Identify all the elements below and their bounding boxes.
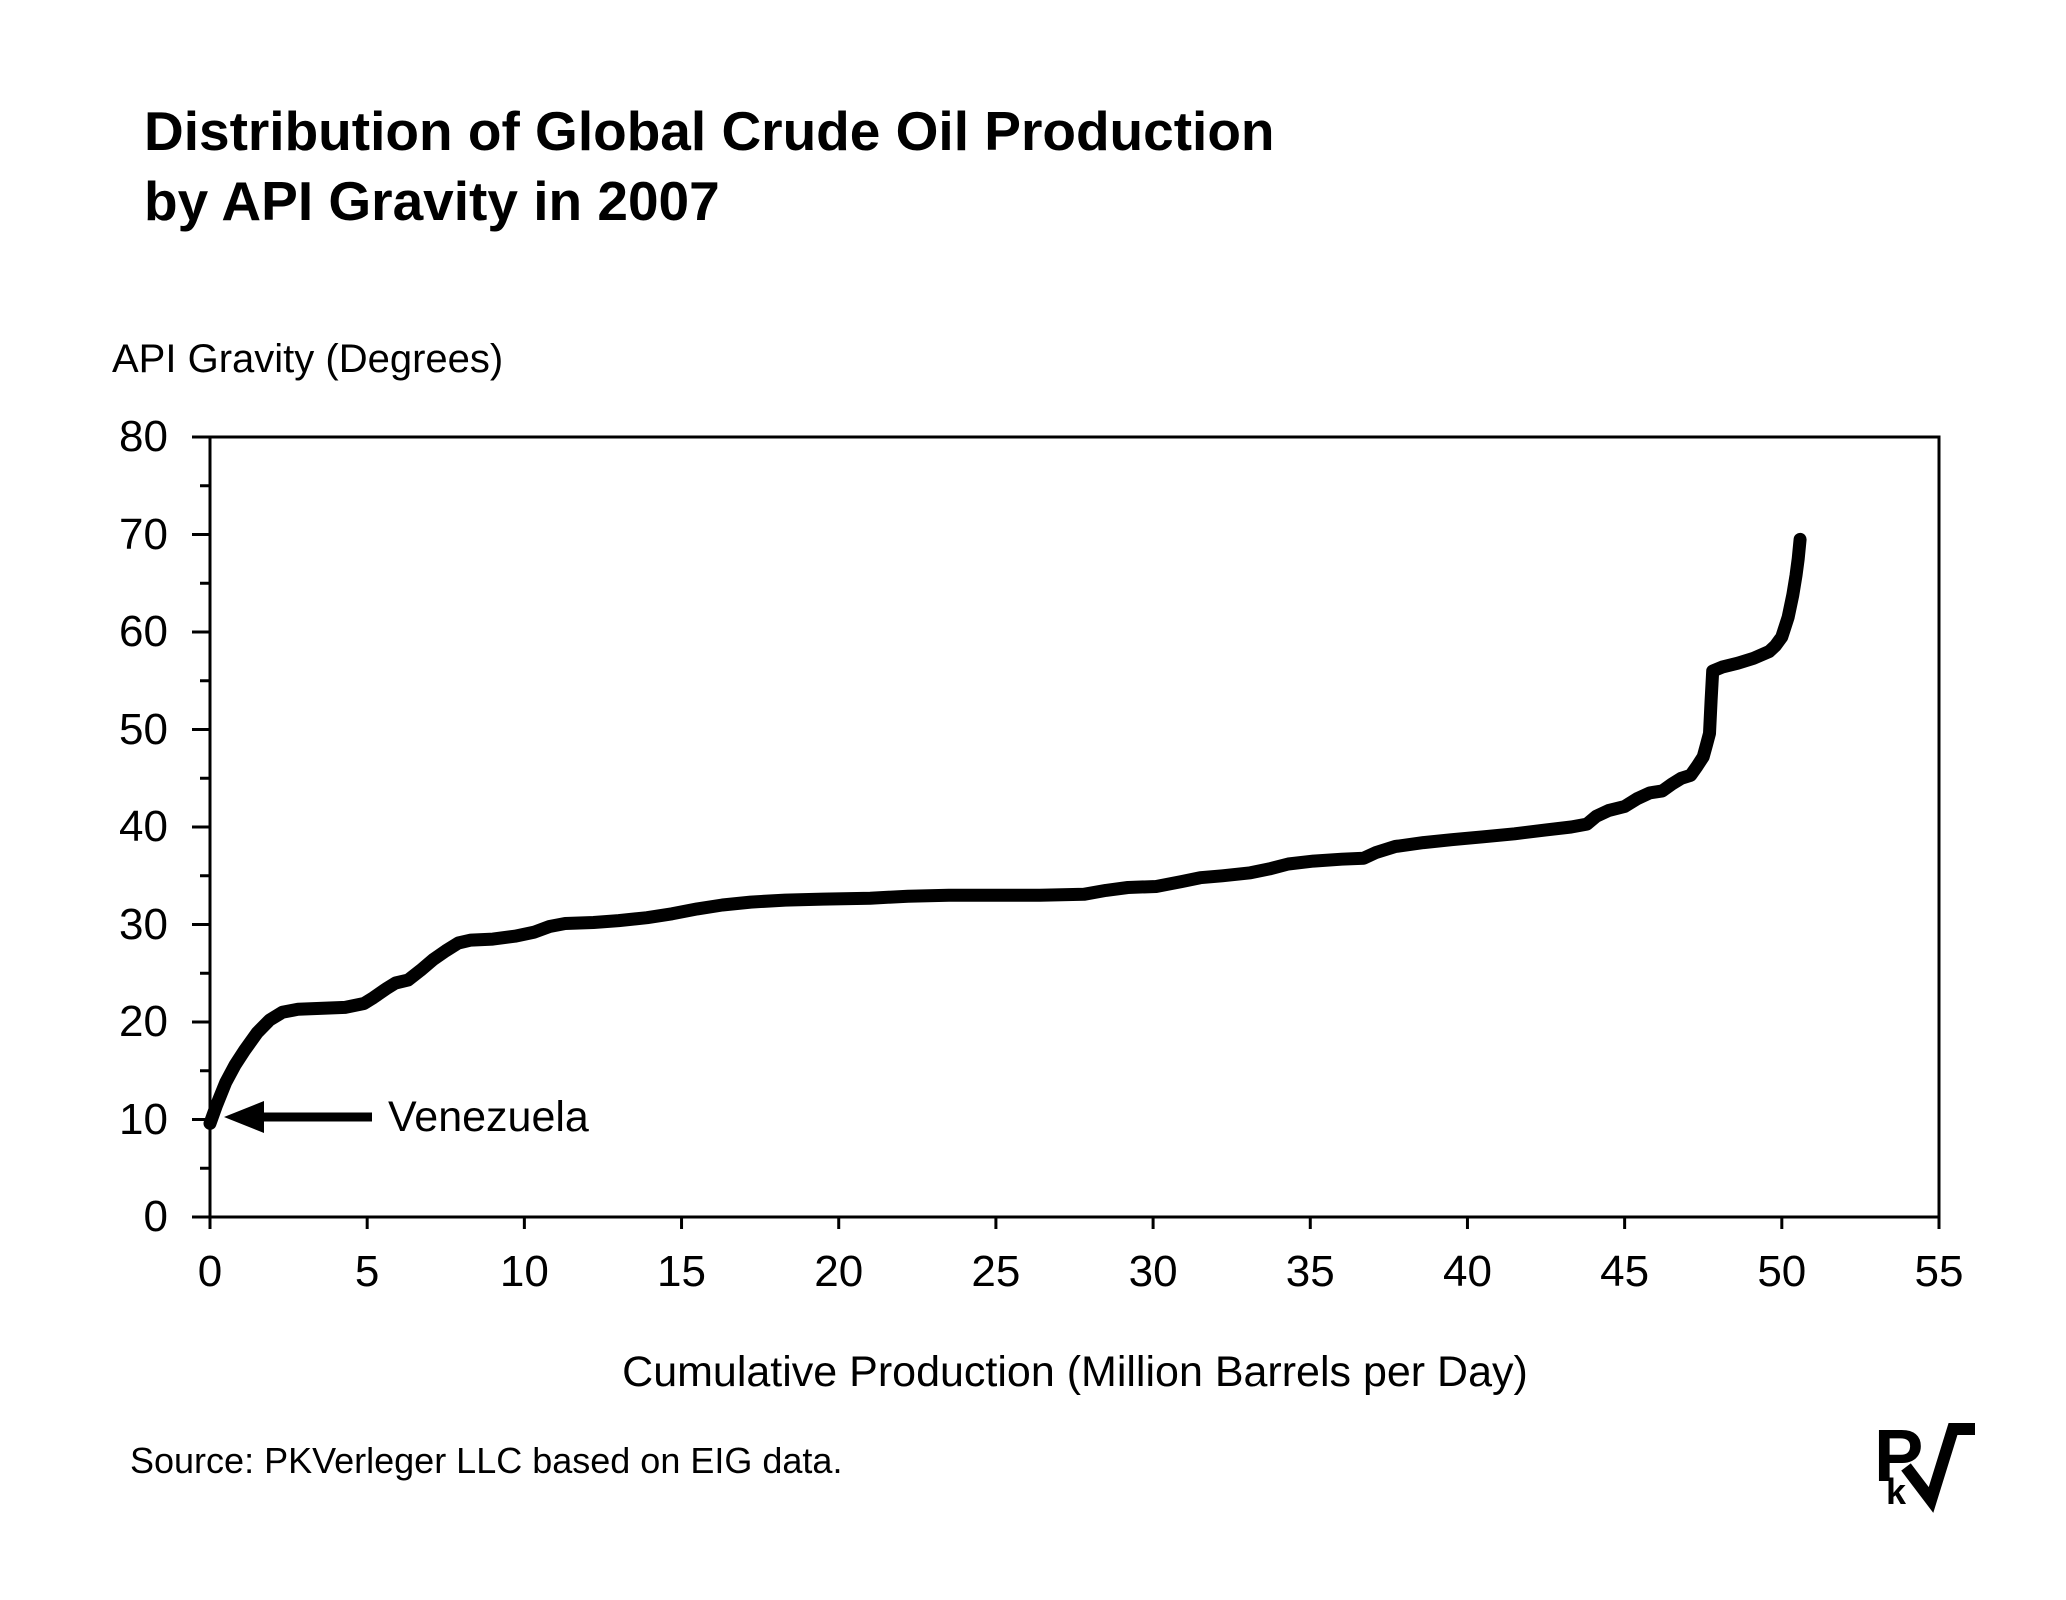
y-tick-label: 80 — [119, 412, 168, 461]
x-tick-label: 25 — [971, 1247, 1021, 1296]
x-tick-label: 50 — [1757, 1247, 1807, 1296]
x-tick-label: 30 — [1128, 1247, 1178, 1296]
venezuela-annotation-label: Venezuela — [388, 1093, 589, 1141]
venezuela-arrow — [224, 1101, 372, 1133]
x-tick-label: 15 — [657, 1247, 706, 1296]
y-tick-label: 0 — [143, 1192, 168, 1241]
y-axis-title: API Gravity (Degrees) — [112, 337, 504, 381]
logo-radical-icon — [1901, 1423, 1975, 1513]
pkverleger-logo: P k — [1874, 1414, 1975, 1513]
x-tick-label: 40 — [1442, 1247, 1492, 1296]
x-tick-label: 35 — [1285, 1247, 1335, 1296]
chart-title: Distribution of Global Crude Oil Product… — [144, 96, 1275, 236]
x-tick-label: 0 — [197, 1247, 223, 1296]
logo-letter-k: k — [1886, 1471, 1907, 1512]
y-tick-label: 20 — [119, 997, 168, 1046]
x-tick-label: 5 — [354, 1247, 380, 1296]
y-tick-label: 50 — [119, 704, 168, 754]
source-note: Source: PKVerleger LLC based on EIG data… — [130, 1440, 843, 1481]
y-tick-label: 40 — [119, 802, 168, 851]
x-tick-label: 55 — [1914, 1247, 1964, 1296]
chart-title-line1: Distribution of Global Crude Oil Product… — [144, 100, 1275, 162]
distribution-curve — [203, 532, 1807, 1130]
chart-title-line2: by API Gravity in 2007 — [144, 170, 720, 232]
y-tick-label: 30 — [119, 899, 168, 949]
x-tick-label: 45 — [1600, 1247, 1650, 1296]
y-tick-label: 60 — [119, 607, 168, 656]
y-tick-label: 10 — [119, 1094, 168, 1144]
axis-tick-marks — [192, 435, 1941, 1229]
x-tick-label: 20 — [814, 1247, 864, 1296]
y-tick-label: 70 — [119, 509, 168, 559]
x-tick-label: 10 — [499, 1247, 549, 1296]
x-axis-title: Cumulative Production (Million Barrels p… — [622, 1348, 1528, 1396]
